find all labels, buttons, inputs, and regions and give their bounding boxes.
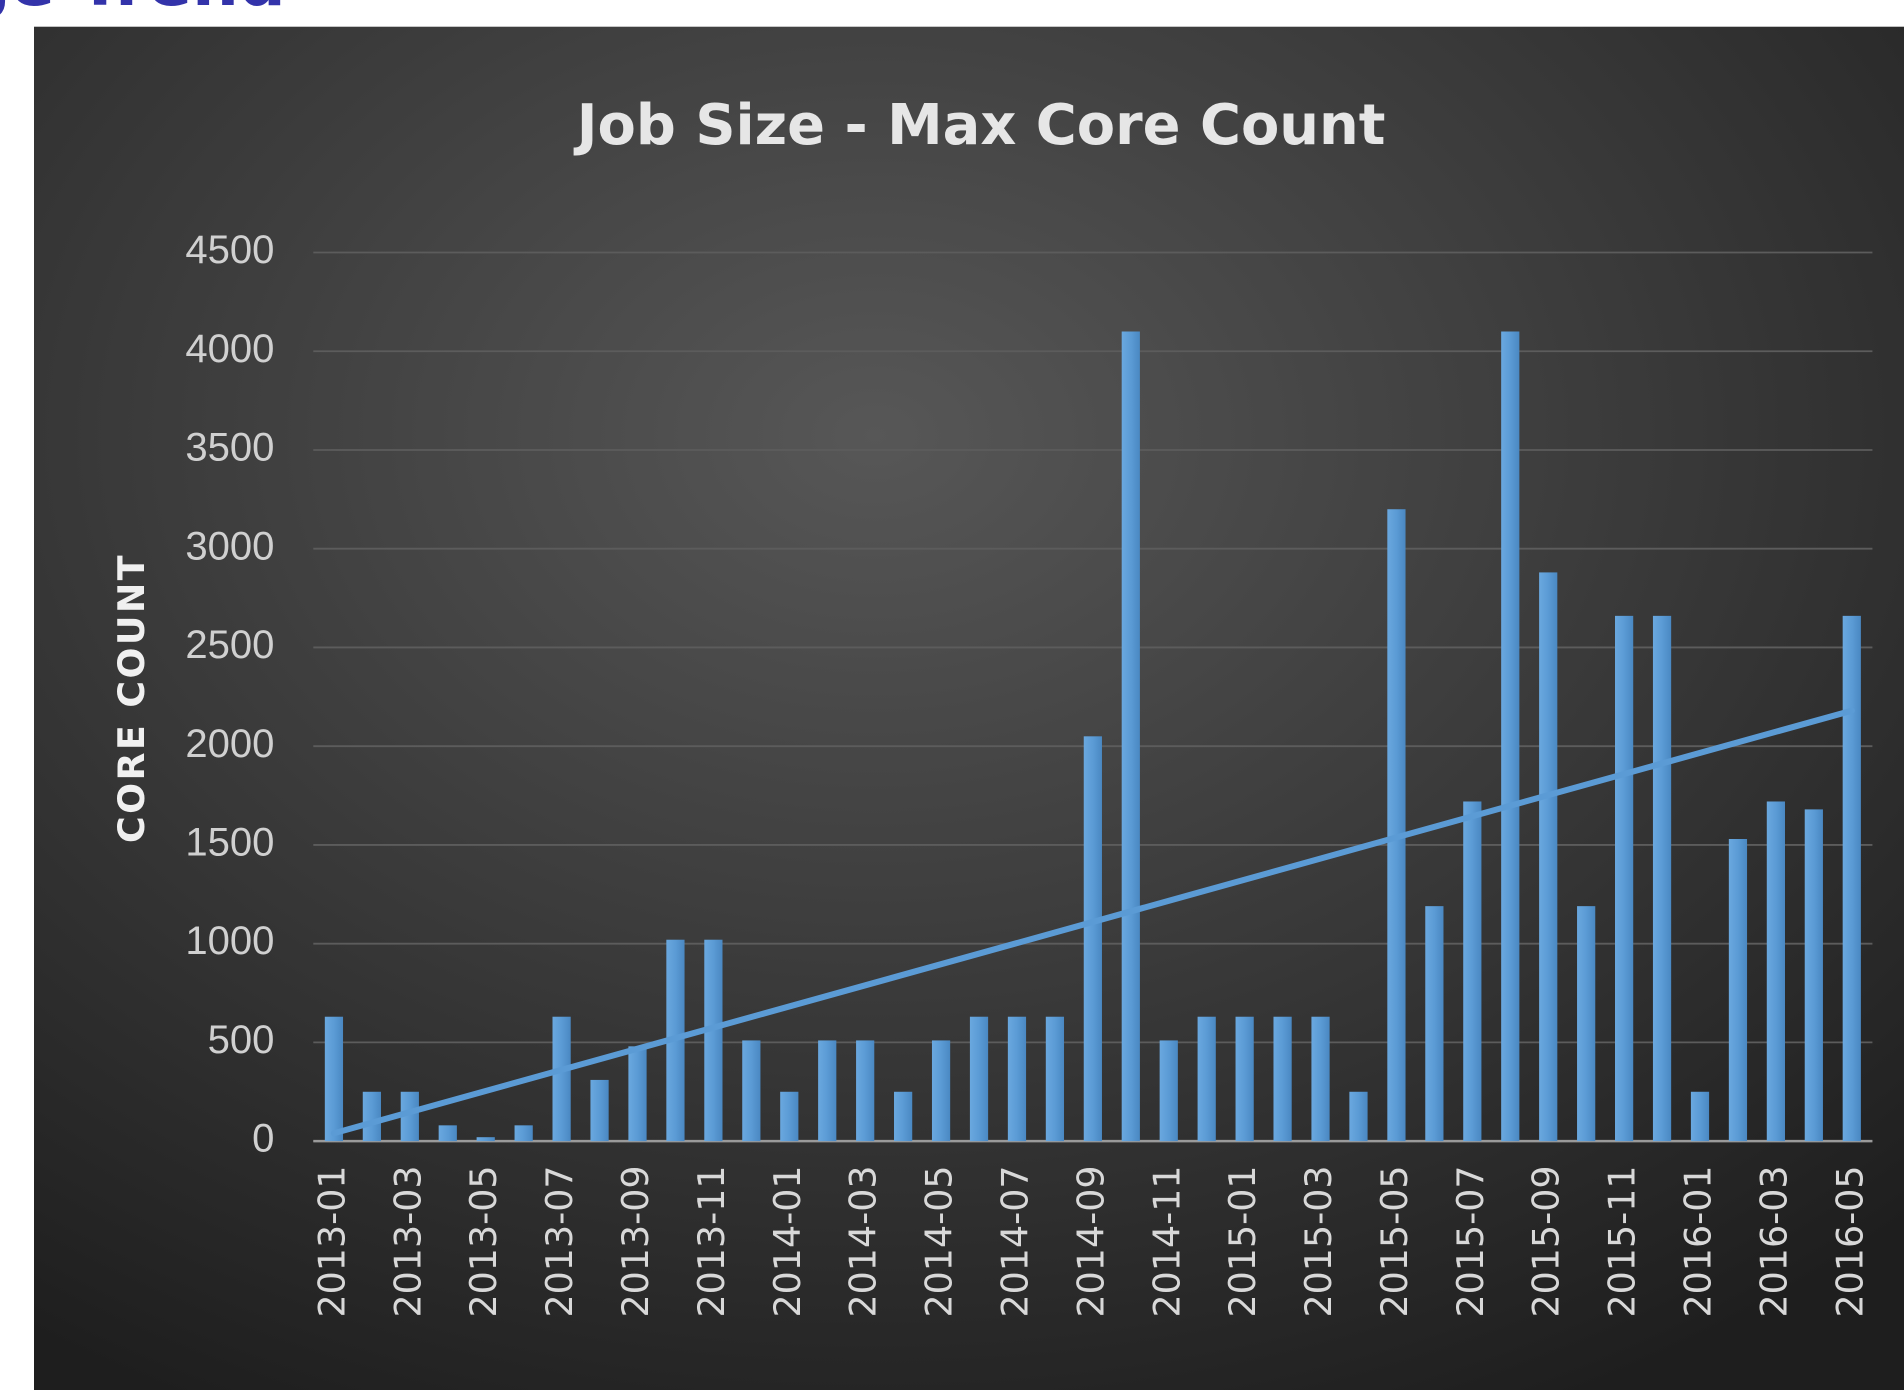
x-tick-label: 2015-11 [1601, 1165, 1644, 1317]
page-title: ge Trend [0, 0, 286, 21]
bar [1007, 1016, 1027, 1142]
bar [1766, 801, 1785, 1142]
y-tick-label: 4000 [185, 327, 274, 371]
bar [438, 1125, 457, 1142]
y-tick-label: 500 [208, 1018, 275, 1062]
y-tick-label: 2500 [185, 623, 274, 667]
chart-panel [34, 26, 1904, 1390]
bar [1197, 1016, 1216, 1142]
x-tick-label: 2013-05 [462, 1165, 505, 1317]
bar [1311, 1016, 1330, 1142]
y-tick-label: 3000 [185, 524, 274, 568]
y-tick-label: 1000 [185, 919, 274, 963]
bar [514, 1125, 533, 1142]
x-tick-label: 2014-07 [993, 1165, 1036, 1317]
bar [552, 1016, 571, 1142]
x-tick-label: 2014-01 [766, 1165, 809, 1317]
y-tick-label: 0 [252, 1117, 274, 1161]
bar [362, 1091, 381, 1142]
bar [1083, 736, 1102, 1142]
x-tick-label: 2015-05 [1373, 1165, 1416, 1317]
bar [476, 1137, 495, 1142]
bar [1842, 615, 1861, 1142]
x-tick-label: 2014-09 [1069, 1165, 1112, 1317]
x-tick-label: 2013-01 [310, 1165, 353, 1317]
y-axis-label: CORE COUNT [110, 553, 153, 843]
x-tick-label: 2014-11 [1145, 1165, 1188, 1317]
bar [1539, 572, 1558, 1142]
bar [1463, 801, 1482, 1142]
bar [856, 1040, 875, 1142]
x-tick-label: 2015-09 [1525, 1165, 1568, 1317]
bar [780, 1091, 799, 1142]
bar [742, 1040, 761, 1142]
x-tick-label: 2013-09 [614, 1165, 657, 1317]
x-tick-label: 2015-07 [1449, 1165, 1492, 1317]
bar [931, 1040, 951, 1142]
x-tick-label: 2013-11 [690, 1165, 733, 1317]
bar [1121, 331, 1140, 1142]
bar [818, 1040, 837, 1142]
bar [1273, 1016, 1292, 1142]
bar [894, 1091, 913, 1142]
y-tick-label: 4500 [185, 228, 274, 272]
x-tick-label: 2014-05 [918, 1165, 961, 1317]
bar [1425, 906, 1444, 1142]
x-tick-label: 2013-03 [386, 1165, 429, 1317]
bar [1804, 809, 1823, 1142]
bar [1728, 839, 1748, 1142]
bar [1045, 1016, 1065, 1142]
bar [704, 939, 723, 1142]
bar [628, 1046, 647, 1142]
bar [1349, 1091, 1368, 1142]
bar [400, 1091, 419, 1142]
bar [1387, 509, 1406, 1142]
y-tick-label: 3500 [185, 426, 274, 470]
x-tick-label: 2016-03 [1752, 1165, 1795, 1317]
chart-title: Job Size - Max Core Count [573, 93, 1386, 158]
bar [1615, 615, 1634, 1142]
bar [1159, 1040, 1178, 1142]
plot-area: 0 500 1000 1500 2000 2500 3000 3500 4000 4500 2013… [185, 228, 1873, 1318]
bar [969, 1016, 989, 1142]
bar [1652, 615, 1672, 1142]
bar [590, 1079, 609, 1142]
bar [1577, 906, 1596, 1142]
x-tick-label: 2016-05 [1828, 1165, 1871, 1317]
x-tick-label: 2013-07 [538, 1165, 581, 1317]
y-tick-label: 2000 [185, 722, 274, 766]
x-tick-label: 2016-01 [1676, 1165, 1719, 1317]
bar [1690, 1091, 1710, 1142]
trend-line [330, 707, 1855, 1137]
x-tick-label: 2015-01 [1221, 1165, 1264, 1317]
bar [1501, 331, 1520, 1142]
bar [324, 1016, 344, 1142]
x-tick-label: 2015-03 [1297, 1165, 1340, 1317]
y-tick-label: 1500 [185, 821, 274, 865]
bar [1235, 1016, 1254, 1142]
x-tick-label: 2014-03 [842, 1165, 885, 1317]
